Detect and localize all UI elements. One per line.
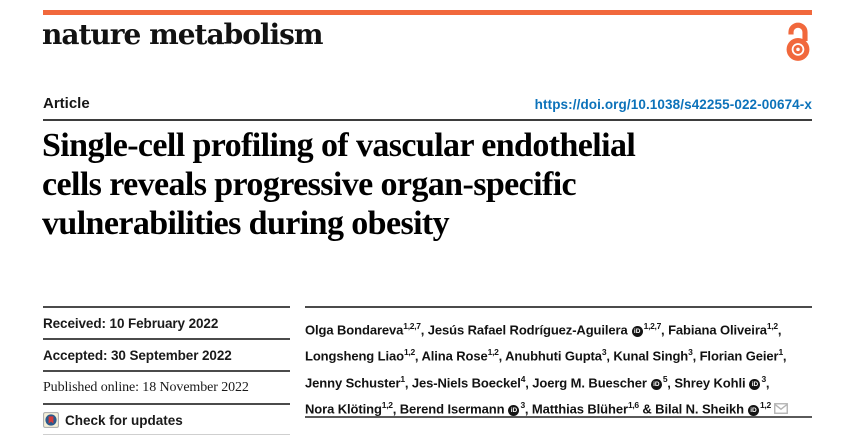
published-online-date: Published online: 18 November 2022 (43, 370, 290, 403)
author-affiliation-sup: 1 (400, 373, 405, 384)
author-name: Jes-Niels Boeckel (411, 374, 521, 390)
author-affiliation-sup: 1,2 (403, 347, 415, 358)
article-title-line: Single-cell profiling of vascular endoth… (42, 127, 636, 164)
author-name: Fabiana Oliveira (668, 322, 767, 338)
author-affiliation-sup: 1,2,7 (643, 321, 662, 331)
author-line: Nora Klöting1,2, Berend Isermann iD3, Mat… (305, 394, 812, 421)
masthead-accent-rule (43, 10, 812, 15)
author-name: Anubhuti Gupta (505, 348, 602, 364)
author-affiliation-sup: 3 (688, 347, 693, 358)
received-date: Received: 10 February 2022 (43, 306, 290, 338)
accepted-date: Accepted: 30 September 2022 (43, 338, 290, 370)
journal-brand: nature metabolism (42, 18, 324, 51)
author-affiliation-sup: 1,2 (759, 399, 771, 410)
article-title: Single-cell profiling of vascular endoth… (42, 126, 636, 243)
crossmark-circle-icon (43, 412, 59, 428)
header-divider-rule (43, 119, 812, 121)
author-line: Olga Bondareva1,2,7, Jesús Rafael Rodríg… (305, 321, 782, 338)
author-affiliation-sup: 1,2,7 (403, 321, 421, 331)
orcid-id-icon[interactable]: iD (749, 378, 761, 390)
check-for-updates-label: Check for updates (65, 412, 183, 428)
author-name: Olga Bondareva (305, 322, 404, 338)
author-line: Longsheng Liao1,2, Alina Rose1,2, Anubhu… (305, 347, 787, 364)
author-name: Shrey Kohli (674, 374, 746, 390)
author-affiliation-sup: 1,2 (381, 399, 393, 410)
check-for-updates-link[interactable]: Check for updates (43, 403, 290, 434)
orcid-id-icon[interactable]: iD (508, 405, 520, 417)
author-affiliation-sup: 1,2 (766, 321, 778, 331)
author-name: Alina Rose (421, 348, 488, 364)
author-name: Joerg M. Buescher (532, 374, 647, 390)
author-affiliation-sup: 3 (761, 373, 766, 384)
author-name: Florian Geier (699, 348, 779, 364)
author-affiliation-sup: 4 (520, 373, 526, 384)
orcid-id-icon[interactable]: iD (747, 405, 759, 417)
author-affiliation-sup: 5 (662, 373, 668, 384)
author-block: Olga Bondareva1,2,7, Jesús Rafael Rodríg… (305, 306, 812, 421)
author-name: Jenny Schuster (305, 374, 401, 390)
author-affiliation-sup: 3 (601, 347, 607, 358)
author-affiliation-sup: 1,2 (487, 347, 499, 358)
article-type-label: Article (43, 95, 90, 112)
article-history-column: Received: 10 February 2022 Accepted: 30 … (43, 306, 290, 435)
orcid-id-icon[interactable]: iD (631, 326, 643, 338)
author-affiliation-sup: 3 (520, 399, 525, 410)
author-name: Bilal N. Sheikh (655, 401, 744, 417)
article-title-line: vulnerabilities during obesity (42, 205, 450, 242)
author-name: Jesús Rafael Rodríguez-Aguilera (427, 322, 628, 338)
author-line: Jenny Schuster1, Jes-Niels Boeckel4, Joe… (305, 373, 770, 390)
author-name: Berend Isermann (399, 401, 505, 417)
envelope-icon[interactable] (773, 399, 788, 421)
author-name: Kunal Singh (613, 348, 689, 364)
author-name: Nora Klöting (305, 401, 382, 417)
author-affiliation-sup: 1 (778, 347, 783, 358)
author-name: Longsheng Liao (305, 348, 404, 364)
open-access-lock-icon[interactable] (784, 20, 812, 62)
author-bottom-rule (305, 416, 812, 418)
author-affiliation-sup: 1,6 (627, 399, 639, 410)
author-name: Matthias Blüher (531, 401, 628, 417)
orcid-id-icon[interactable]: iD (650, 378, 662, 390)
article-title-line: cells reveals progressive organ-specific (42, 166, 577, 203)
doi-link[interactable]: https://doi.org/10.1038/s42255-022-00674… (534, 97, 812, 112)
